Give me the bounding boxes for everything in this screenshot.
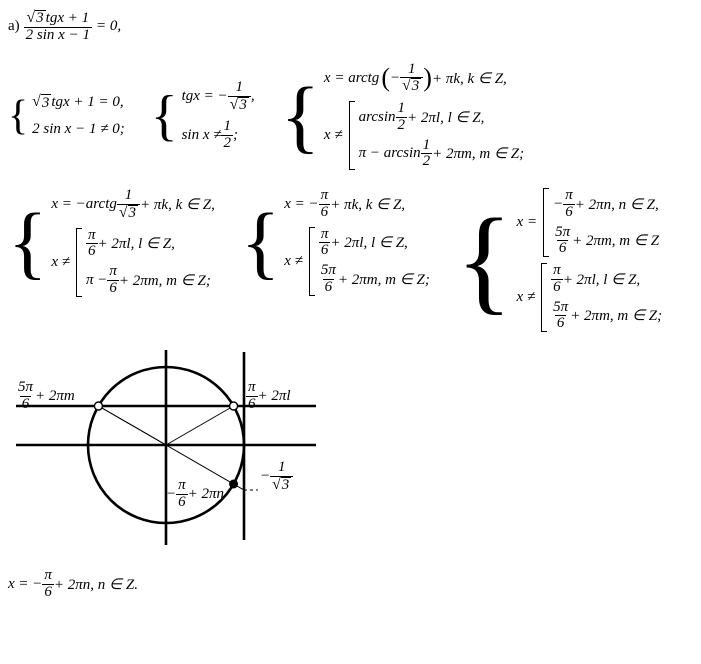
system-4: { x = −arctg 1 √3 + πk, k ∈ Z, x ≠ π6	[8, 188, 215, 297]
systems-row-1: { √3 tgx + 1 = 0, 2 sin x − 1 ≠ 0; { tgx…	[8, 62, 693, 171]
diagram-label-bottom-right: − π6 + 2πn	[166, 478, 224, 511]
diagram-label-top-right: π6 + 2πl	[246, 380, 291, 413]
fraction-0: √3 tgx + 1 2 sin x − 1	[24, 10, 92, 44]
diagram-label-tangent: − 1 √3	[260, 460, 293, 494]
system-1: { √3 tgx + 1 = 0, 2 sin x − 1 ≠ 0;	[8, 92, 125, 140]
system-3: { x = arctg ( − 1 √3 ) + πk, k ∈ Z, x ≠	[281, 62, 525, 171]
systems-row-2: { x = −arctg 1 √3 + πk, k ∈ Z, x ≠ π6	[8, 188, 693, 332]
system-2: { tgx = − 1 √3 , sin x ≠ 1 2 ;	[151, 80, 255, 152]
problem-label: а)	[8, 18, 20, 35]
equation-0: а) √3 tgx + 1 2 sin x − 1 = 0,	[8, 10, 693, 44]
diagram-label-top-left: 5π6 + 2πm	[16, 380, 75, 413]
eq0-rhs: = 0,	[96, 18, 121, 35]
system-6: { x = − π6 + 2πn, n ∈ Z, 5π6	[456, 188, 662, 332]
final-answer: x = − π6 + 2πn, n ∈ Z.	[8, 568, 693, 601]
unit-circle-diagram: 5π6 + 2πm π6 + 2πl − π6 + 2πn − 1 √3	[16, 350, 693, 550]
system-5: { x = − π6 + πk, k ∈ Z, x ≠ π6 + 2πl, l …	[241, 188, 430, 296]
